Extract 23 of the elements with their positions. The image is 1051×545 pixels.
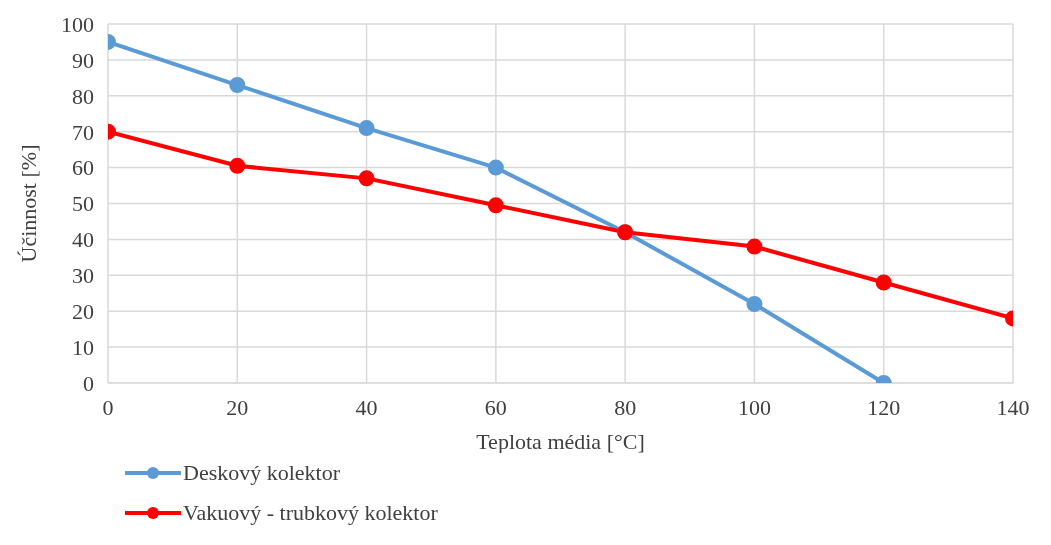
y-tick-label: 30 (72, 263, 94, 289)
x-tick-label: 0 (102, 394, 114, 420)
y-tick-label: 90 (72, 47, 94, 73)
y-axis-title: Účinnost [%] (15, 144, 41, 263)
y-tick-label: 60 (72, 155, 94, 181)
y-tick-label: 50 (72, 191, 94, 217)
y-tick-label: 10 (72, 334, 94, 360)
x-axis-title: Teplota média [°C] (476, 429, 645, 454)
legend-label: Vakuový - trubkový kolektor (183, 500, 438, 526)
x-tick-label: 100 (737, 394, 771, 420)
x-tick-label: 20 (226, 394, 249, 420)
y-tick-label: 80 (72, 83, 94, 109)
x-tick-label: 60 (484, 394, 507, 420)
y-tick-label: 20 (72, 299, 94, 325)
y-tick-label: 70 (72, 119, 94, 145)
y-tick-label: 40 (72, 227, 94, 253)
y-tick-label: 100 (61, 11, 94, 37)
y-tick-label: 0 (83, 370, 94, 396)
x-tick-label: 80 (614, 394, 637, 420)
x-tick-label: 120 (867, 394, 901, 420)
legend-label: Deskový kolektor (183, 460, 341, 486)
x-tick-label: 40 (355, 394, 378, 420)
x-tick-label: 140 (996, 394, 1030, 420)
